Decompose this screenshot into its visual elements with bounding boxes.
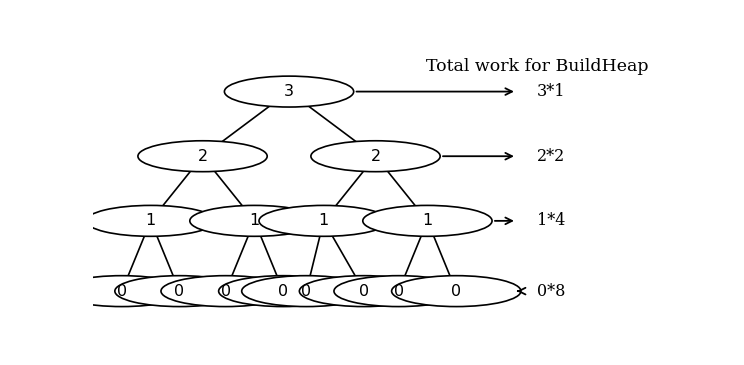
Ellipse shape — [86, 205, 215, 236]
Text: Total work for BuildHeap: Total work for BuildHeap — [426, 58, 648, 75]
Text: 0*8: 0*8 — [537, 283, 565, 300]
Ellipse shape — [259, 205, 388, 236]
Text: 2: 2 — [371, 149, 381, 164]
Ellipse shape — [219, 276, 348, 307]
Text: 0: 0 — [301, 284, 312, 299]
Ellipse shape — [299, 276, 429, 307]
Text: 0: 0 — [359, 284, 369, 299]
Text: 1*4: 1*4 — [537, 212, 565, 229]
Text: 0: 0 — [117, 284, 127, 299]
Text: 2*2: 2*2 — [537, 148, 565, 165]
Text: 3*1: 3*1 — [537, 83, 565, 100]
Text: 0: 0 — [174, 284, 185, 299]
Ellipse shape — [363, 205, 492, 236]
Ellipse shape — [57, 276, 187, 307]
Text: 1: 1 — [249, 214, 260, 228]
Text: 2: 2 — [197, 149, 208, 164]
Text: 1: 1 — [423, 214, 432, 228]
Ellipse shape — [161, 276, 290, 307]
Ellipse shape — [242, 276, 371, 307]
Ellipse shape — [115, 276, 244, 307]
Text: 3: 3 — [284, 84, 294, 99]
Ellipse shape — [190, 205, 319, 236]
Ellipse shape — [391, 276, 521, 307]
Ellipse shape — [334, 276, 464, 307]
Text: 1: 1 — [146, 214, 155, 228]
Ellipse shape — [311, 141, 440, 172]
Text: 0: 0 — [278, 284, 289, 299]
Text: 1: 1 — [318, 214, 329, 228]
Ellipse shape — [225, 76, 353, 107]
Text: 0: 0 — [220, 284, 231, 299]
Text: 0: 0 — [394, 284, 404, 299]
Text: 0: 0 — [451, 284, 461, 299]
Ellipse shape — [138, 141, 267, 172]
